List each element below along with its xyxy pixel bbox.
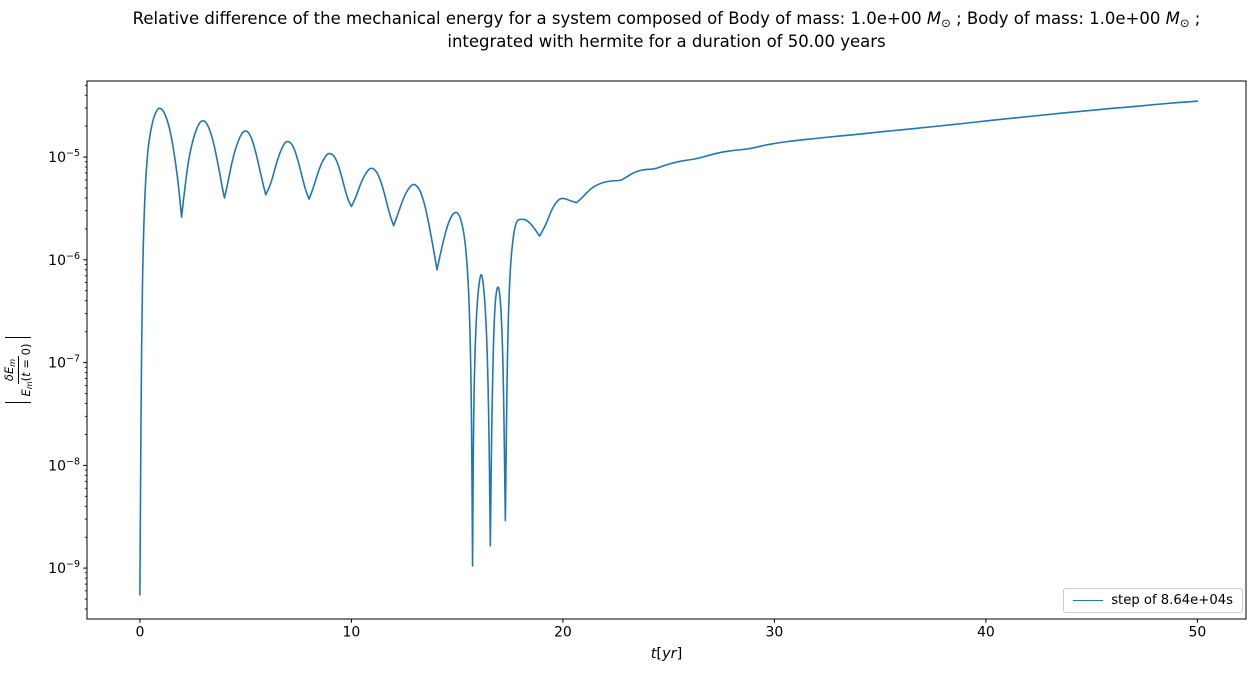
x-axis-label: t[yr]: [650, 646, 683, 662]
y-axis-label: δEm Em(t = 0): [2, 318, 34, 422]
y-tick-label: 10−5: [48, 148, 80, 166]
y-tick-label: 10−7: [48, 354, 80, 372]
x-tick-label: 50: [1188, 625, 1206, 641]
chart-title-line1: Relative difference of the mechanical en…: [132, 9, 1201, 30]
chart-title: Relative difference of the mechanical en…: [87, 8, 1246, 52]
y-tick-label: 10−6: [48, 251, 80, 269]
ylabel-fraction: δEm Em(t = 0): [2, 341, 34, 400]
x-tick-label: 40: [977, 625, 995, 641]
ylabel-right-abs-bar: [5, 336, 31, 338]
x-tick-label: 10: [342, 625, 360, 641]
x-tick-label: 0: [135, 625, 144, 641]
plot-frame: [86, 80, 1247, 620]
x-tick-label: 30: [765, 625, 783, 641]
ylabel-numerator: δEm: [2, 355, 19, 385]
data-line: [139, 100, 1199, 596]
ylabel-left-abs-bar: [5, 402, 31, 404]
y-axis-minor-ticks: [84, 84, 87, 610]
x-axis-ticks: 0 10 20 30 40 50: [135, 619, 1206, 641]
y-axis-ticks: 10−5 10−6 10−7 10−8 10−9: [48, 148, 87, 577]
legend-line-sample: [1073, 600, 1104, 601]
legend-label: step of 8.64e+04s: [1111, 593, 1233, 608]
chart-title-line2: integrated with hermite for a duration o…: [447, 32, 886, 51]
y-tick-label: 10−9: [48, 559, 80, 577]
legend: step of 8.64e+04s: [1063, 588, 1243, 613]
y-tick-label: 10−8: [48, 456, 80, 474]
x-tick-label: 20: [554, 625, 572, 641]
ylabel-denominator: Em(t = 0): [18, 343, 34, 397]
